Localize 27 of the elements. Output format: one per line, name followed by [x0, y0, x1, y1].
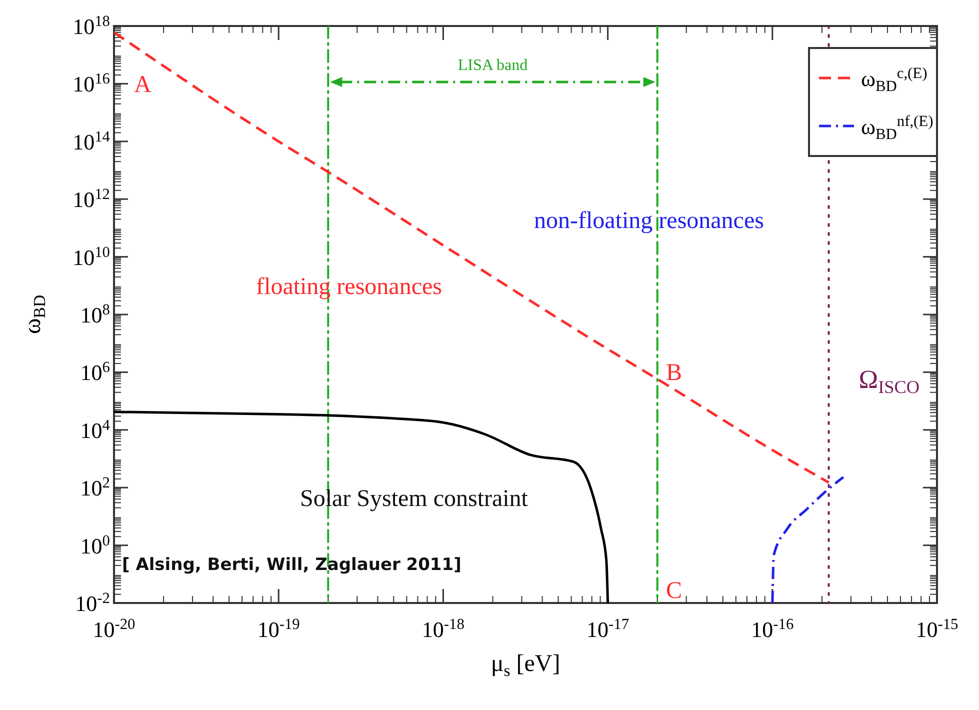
- y-tick-label: 10$^{2}$: [80, 474, 110, 501]
- annotation: LISA band: [458, 57, 528, 74]
- y-tick-label: 10$^{4}$: [80, 416, 110, 443]
- y-tick-label: 10$^{14}$: [72, 128, 110, 154]
- x-tick-label: 10$^{-20}$: [92, 616, 136, 642]
- y-tick-label: 10$^{18}$: [72, 12, 110, 39]
- annotation: Solar System constraint: [300, 486, 528, 512]
- annotation: A: [134, 72, 152, 98]
- x-tick-label: 10$^{-19}$: [257, 616, 300, 642]
- annotation: floating resonances: [256, 274, 442, 300]
- y-tick-label: 10$^{10}$: [72, 244, 110, 270]
- y-tick-label: 10$^{6}$: [80, 358, 110, 386]
- ref-line-label: Ω$_{ISCO}$: [858, 365, 920, 398]
- y-tick-label: 10$^{12}$: [72, 186, 110, 212]
- y-tick-label: 10$^{-2}$: [75, 590, 110, 616]
- y-tick-label: 10$^{16}$: [72, 70, 110, 97]
- x-tick-label: 10$^{-16}$: [751, 616, 794, 642]
- annotation: B: [666, 360, 682, 386]
- y-tick-label: 10$^{8}$: [80, 301, 110, 328]
- x-tick-label: 10$^{-18}$: [422, 616, 465, 642]
- annotation: non-floating resonances: [534, 208, 764, 234]
- annotation: C: [666, 578, 682, 604]
- x-tick-label: 10$^{-17}$: [586, 616, 630, 642]
- x-tick-label: 10$^{-15}$: [916, 616, 959, 642]
- x-axis-title: μ$_{s}$ [eV]: [490, 651, 560, 680]
- y-tick-label: 10$^{0}$: [80, 532, 110, 558]
- annotation: [ Alsing, Berti, Will, Zaglauer 2011]: [122, 555, 462, 575]
